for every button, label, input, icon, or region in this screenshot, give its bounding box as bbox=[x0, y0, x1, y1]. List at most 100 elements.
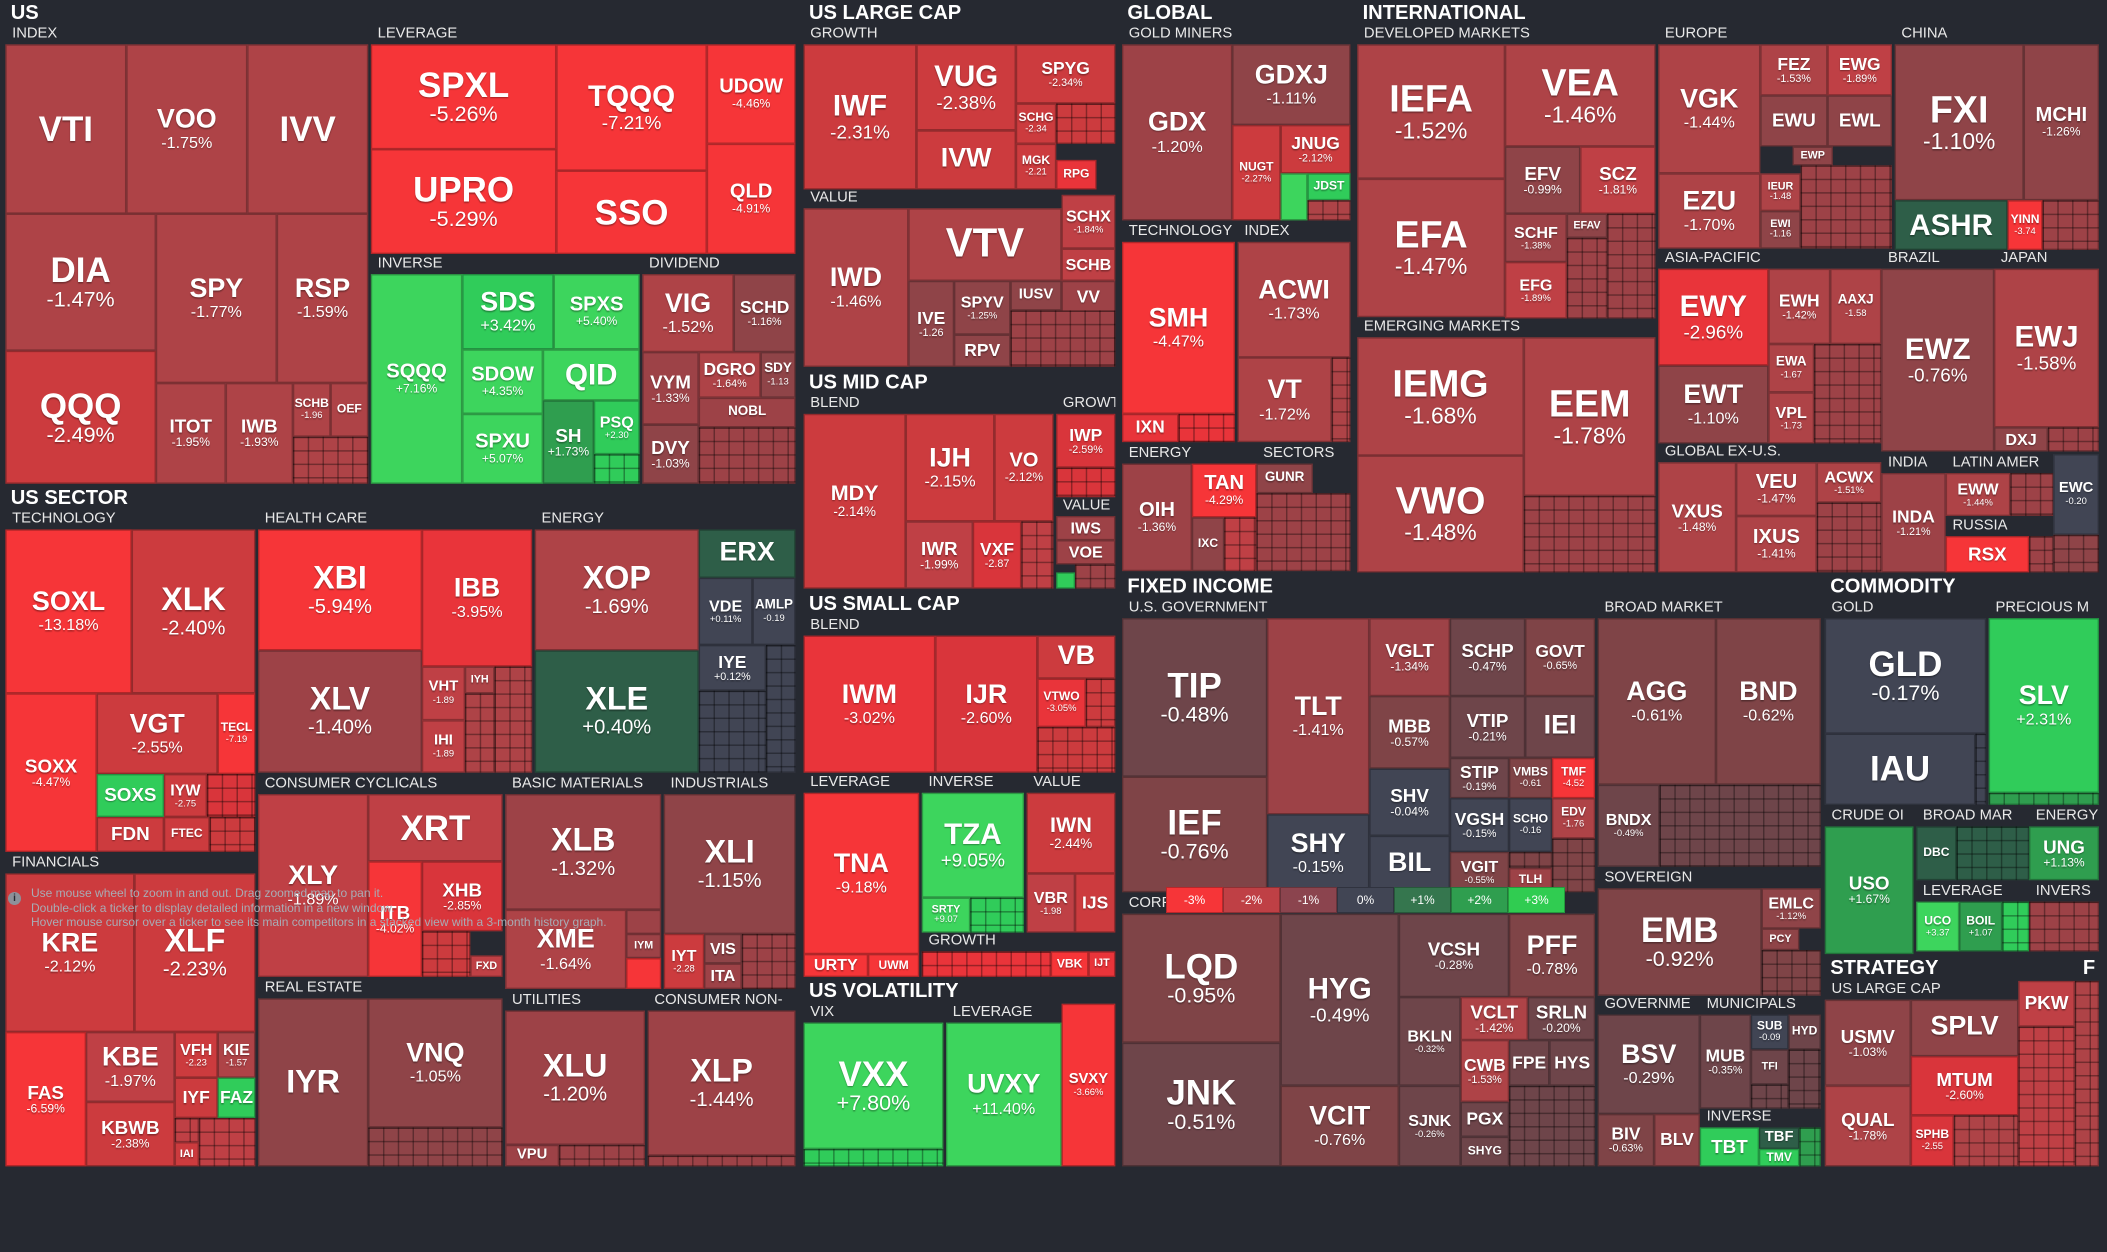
ticker-tile[interactable]: XLE +0.40% bbox=[534, 650, 699, 773]
ticker-tile[interactable]: TMF -4.52 bbox=[1552, 757, 1596, 799]
ticker-tile[interactable]: IYR bbox=[258, 998, 369, 1167]
ticker-tile[interactable]: VGIT -0.55% bbox=[1449, 851, 1510, 893]
ticker-tile[interactable]: SDOW +4.35% bbox=[462, 349, 543, 414]
small-ticker-cluster[interactable] bbox=[174, 1118, 199, 1143]
ticker-tile[interactable]: SHV -0.04% bbox=[1369, 768, 1450, 836]
ticker-tile[interactable]: QID bbox=[542, 349, 640, 401]
small-ticker-cluster[interactable] bbox=[2029, 536, 2054, 573]
ticker-tile[interactable]: XLU -1.20% bbox=[505, 1010, 645, 1145]
small-ticker-cluster[interactable] bbox=[1256, 493, 1351, 572]
small-ticker-cluster[interactable] bbox=[647, 1155, 796, 1167]
ticker-tile[interactable]: INDA -1.21% bbox=[1881, 473, 1946, 573]
ticker-tile[interactable]: SCHB -1.96 bbox=[292, 382, 331, 437]
small-ticker-cluster[interactable] bbox=[803, 1148, 944, 1167]
ticker-tile[interactable]: SPXU +5.07% bbox=[462, 413, 543, 484]
small-ticker-cluster[interactable] bbox=[1037, 726, 1116, 773]
ticker-tile[interactable]: BLV bbox=[1654, 1113, 1700, 1167]
ticker-tile[interactable]: BOIL +1.07 bbox=[1959, 901, 2003, 952]
ticker-tile[interactable]: GOVT -0.65% bbox=[1525, 618, 1596, 697]
ticker-tile[interactable]: IWS bbox=[1056, 516, 1116, 541]
ticker-tile[interactable]: VGSH -0.15% bbox=[1449, 798, 1510, 852]
ticker-tile[interactable]: IWF -2.31% bbox=[803, 44, 917, 190]
small-ticker-cluster[interactable] bbox=[1788, 1049, 1821, 1109]
small-ticker-cluster[interactable] bbox=[1659, 784, 1821, 867]
small-ticker-cluster[interactable] bbox=[292, 436, 369, 484]
ticker-tile[interactable]: SMH -4.47% bbox=[1122, 241, 1235, 414]
ticker-tile[interactable] bbox=[626, 909, 662, 934]
ticker-tile[interactable]: AMLP -0.19 bbox=[752, 577, 796, 645]
ticker-tile[interactable]: VXX +7.80% bbox=[803, 1022, 944, 1149]
ticker-tile[interactable]: XLF -2.23% bbox=[134, 873, 256, 1032]
small-ticker-cluster[interactable] bbox=[2002, 901, 2030, 952]
ticker-tile[interactable]: SDS +3.42% bbox=[462, 274, 554, 350]
ticker-tile[interactable]: IYE +0.12% bbox=[698, 645, 766, 691]
ticker-tile[interactable]: MUB -0.35% bbox=[1699, 1014, 1751, 1109]
ticker-tile[interactable]: GDXJ -1.11% bbox=[1232, 44, 1351, 125]
ticker-tile[interactable]: STIP -0.19% bbox=[1449, 757, 1510, 799]
ticker-tile[interactable]: IWB -1.93% bbox=[225, 382, 293, 484]
ticker-tile[interactable]: AAXJ -1.58 bbox=[1830, 268, 1882, 344]
ticker-tile[interactable]: BKLN -0.32% bbox=[1398, 997, 1461, 1086]
small-ticker-cluster[interactable] bbox=[1021, 521, 1054, 589]
ticker-tile[interactable]: SRLN -0.20% bbox=[1527, 997, 1596, 1041]
small-ticker-cluster[interactable] bbox=[1750, 1084, 1789, 1109]
ticker-tile[interactable]: TZA +9.05% bbox=[921, 792, 1024, 898]
ticker-tile[interactable]: RPG bbox=[1056, 159, 1097, 190]
ticker-tile[interactable]: DBC bbox=[1916, 826, 1957, 881]
ticker-tile[interactable]: EZU -1.70% bbox=[1658, 173, 1761, 249]
ticker-tile[interactable]: EMB -0.92% bbox=[1597, 888, 1762, 996]
ticker-tile[interactable]: PGX bbox=[1460, 1101, 1510, 1137]
ticker-tile[interactable]: EFA -1.47% bbox=[1357, 178, 1505, 318]
ticker-tile[interactable]: SCHX -1.84% bbox=[1061, 194, 1116, 249]
ticker-tile[interactable]: VYM -1.33% bbox=[642, 352, 699, 425]
ticker-tile[interactable]: EWG -1.89% bbox=[1827, 44, 1892, 96]
ticker-tile[interactable]: IXUS -1.41% bbox=[1736, 516, 1817, 573]
ticker-tile[interactable]: ACWI -1.73% bbox=[1237, 241, 1351, 358]
ticker-tile[interactable]: VGLT -1.34% bbox=[1369, 618, 1450, 697]
ticker-tile[interactable]: FPE bbox=[1509, 1040, 1550, 1086]
ticker-tile[interactable]: PCY bbox=[1761, 928, 1800, 951]
ticker-tile[interactable]: IEF -0.76% bbox=[1122, 776, 1268, 893]
ticker-tile[interactable]: HYG -0.49% bbox=[1280, 913, 1399, 1086]
ticker-tile[interactable]: GLD -0.17% bbox=[1824, 618, 1987, 734]
ticker-tile[interactable]: VOE bbox=[1056, 540, 1116, 565]
ticker-tile[interactable]: VV bbox=[1061, 280, 1116, 314]
ticker-tile[interactable]: SPY -1.77% bbox=[155, 213, 277, 383]
ticker-tile[interactable]: ERX bbox=[698, 529, 796, 578]
ticker-tile[interactable]: EWL bbox=[1827, 95, 1892, 147]
small-ticker-cluster[interactable] bbox=[1975, 733, 1987, 805]
ticker-tile[interactable]: DXJ bbox=[1994, 427, 2048, 452]
ticker-tile[interactable]: DGRO -1.64% bbox=[698, 352, 761, 398]
small-ticker-cluster[interactable] bbox=[2047, 427, 2099, 452]
ticker-tile[interactable]: EFG -1.89% bbox=[1505, 262, 1567, 319]
ticker-tile[interactable]: IWM -3.02% bbox=[803, 635, 936, 773]
ticker-tile[interactable]: VXF -2.87 bbox=[972, 521, 1022, 589]
ticker-tile[interactable]: IBB -3.95% bbox=[421, 529, 533, 667]
ticker-tile[interactable]: ITA bbox=[704, 963, 742, 989]
ticker-tile[interactable]: TMV bbox=[1758, 1148, 1800, 1167]
ticker-tile[interactable]: MTUM -2.60% bbox=[1910, 1056, 2019, 1116]
ticker-tile[interactable]: SCHO -0.16 bbox=[1509, 798, 1553, 852]
ticker-tile[interactable]: XHB -2.85% bbox=[421, 861, 503, 932]
ticker-tile[interactable]: EWP bbox=[1792, 146, 1833, 166]
small-ticker-cluster[interactable] bbox=[1607, 213, 1656, 319]
ticker-tile[interactable]: UNG +1.13% bbox=[2029, 826, 2099, 881]
ticker-tile[interactable]: JNK -0.51% bbox=[1122, 1042, 1281, 1167]
ticker-tile[interactable]: VIG -1.52% bbox=[642, 274, 734, 353]
ticker-tile[interactable]: VCLT -1.42% bbox=[1460, 997, 1528, 1041]
ticker-tile[interactable]: XLY -1.89% bbox=[258, 794, 369, 977]
small-ticker-cluster[interactable] bbox=[1331, 357, 1351, 443]
ticker-tile[interactable]: XLB -1.32% bbox=[505, 794, 662, 910]
small-ticker-cluster[interactable] bbox=[1224, 517, 1257, 572]
ticker-tile[interactable]: EDV -1.76 bbox=[1552, 798, 1596, 839]
small-ticker-cluster[interactable] bbox=[1566, 237, 1608, 319]
ticker-tile[interactable]: VB bbox=[1037, 635, 1116, 679]
ticker-tile[interactable]: MDY -2.14% bbox=[803, 413, 906, 589]
ticker-tile[interactable]: TFI bbox=[1750, 1049, 1789, 1085]
ticker-tile[interactable]: SCHD -1.16% bbox=[733, 274, 796, 353]
ticker-tile[interactable]: GUNR bbox=[1256, 463, 1313, 494]
ticker-tile[interactable]: UVXY +11.40% bbox=[946, 1022, 1062, 1167]
ticker-tile[interactable]: BIV -0.63% bbox=[1597, 1113, 1655, 1167]
small-ticker-cluster[interactable] bbox=[921, 951, 1051, 977]
